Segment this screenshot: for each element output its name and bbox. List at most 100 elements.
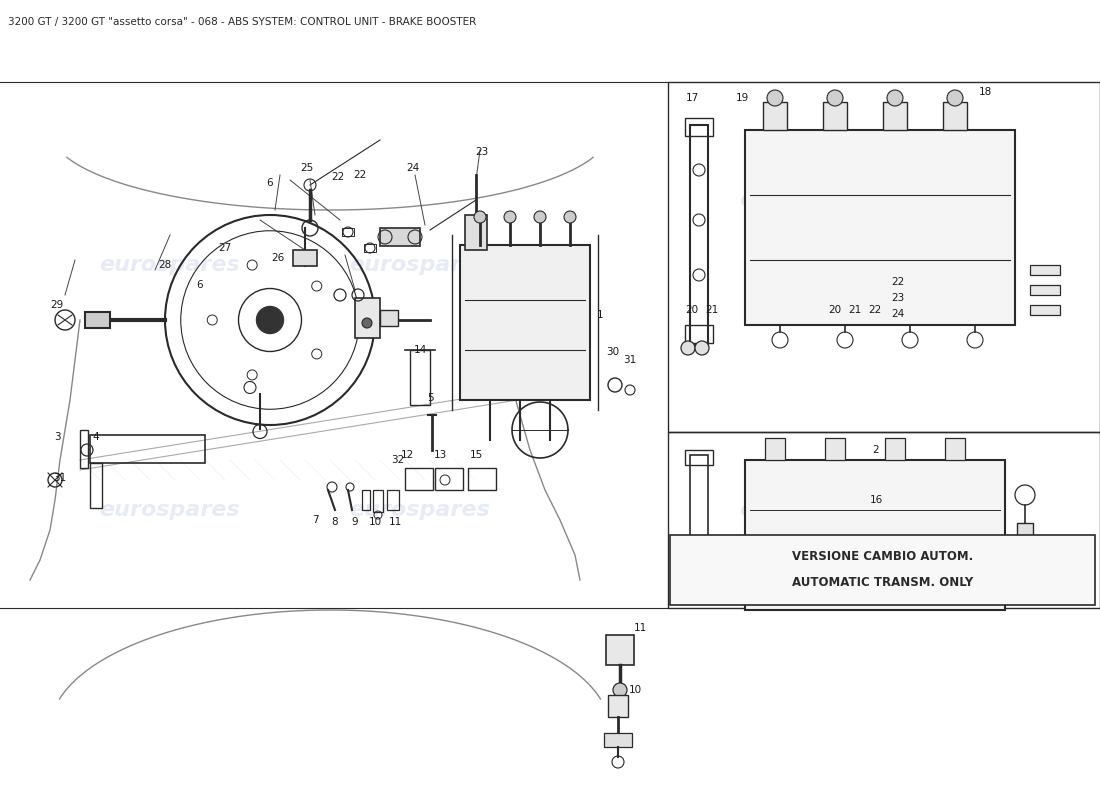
Text: 16: 16 — [869, 495, 882, 505]
Bar — [1030, 265, 1060, 275]
Text: 6: 6 — [197, 280, 204, 290]
Circle shape — [695, 341, 710, 355]
Text: 28: 28 — [158, 260, 172, 270]
Bar — [465, 215, 487, 250]
Bar — [373, 490, 383, 512]
Circle shape — [564, 211, 576, 223]
Text: eurospares: eurospares — [350, 255, 491, 275]
Text: 11: 11 — [388, 517, 401, 527]
Text: eurospares: eurospares — [350, 500, 491, 520]
Text: 22: 22 — [891, 277, 904, 287]
Bar — [668, 432, 1100, 608]
Text: 4: 4 — [92, 432, 99, 442]
Text: 2: 2 — [872, 445, 879, 455]
Bar — [745, 130, 1015, 325]
Text: AUTOMATIC TRANSM. ONLY: AUTOMATIC TRANSM. ONLY — [792, 577, 974, 590]
Bar — [886, 438, 905, 460]
Text: 31: 31 — [624, 355, 637, 365]
Text: 10: 10 — [628, 685, 641, 695]
Text: 20: 20 — [828, 305, 842, 315]
Text: 18: 18 — [978, 87, 991, 97]
Bar — [685, 565, 713, 580]
Bar — [945, 438, 965, 460]
Text: 30: 30 — [606, 347, 619, 357]
Text: 24: 24 — [891, 309, 904, 319]
Text: VERSIONE CAMBIO AUTOM.: VERSIONE CAMBIO AUTOM. — [792, 550, 974, 563]
Circle shape — [767, 90, 783, 106]
Text: 29: 29 — [51, 300, 64, 310]
Text: 19: 19 — [736, 93, 749, 103]
Circle shape — [474, 211, 486, 223]
Text: 5: 5 — [427, 393, 433, 403]
Bar — [670, 535, 1094, 605]
Text: 23: 23 — [891, 293, 904, 303]
Text: 24: 24 — [406, 163, 419, 173]
Bar — [434, 468, 463, 490]
Text: eurospares: eurospares — [100, 255, 241, 275]
Text: eurospares: eurospares — [739, 190, 880, 210]
Bar — [379, 310, 398, 326]
Text: 27: 27 — [219, 243, 232, 253]
Text: 6: 6 — [266, 178, 273, 188]
Text: 31: 31 — [54, 473, 67, 483]
Bar — [685, 118, 713, 136]
Text: 32: 32 — [392, 455, 405, 465]
Bar — [668, 82, 1100, 432]
Text: 8: 8 — [332, 517, 339, 527]
Text: 1: 1 — [596, 310, 603, 320]
Bar — [745, 460, 1005, 610]
Bar — [342, 228, 354, 236]
Text: 21: 21 — [705, 305, 718, 315]
Bar — [763, 102, 786, 130]
Text: 22: 22 — [331, 172, 344, 182]
Bar — [606, 635, 634, 665]
Text: 22: 22 — [353, 170, 366, 180]
Bar — [80, 430, 88, 468]
Text: 20: 20 — [685, 305, 698, 315]
Text: 17: 17 — [685, 93, 698, 103]
Text: 3200 GT / 3200 GT "assetto corsa" - 068 - ABS SYSTEM: CONTROL UNIT - BRAKE BOOST: 3200 GT / 3200 GT "assetto corsa" - 068 … — [8, 17, 476, 27]
Bar — [364, 244, 376, 252]
Text: 7: 7 — [311, 515, 318, 525]
Text: 25: 25 — [300, 163, 313, 173]
Text: 22: 22 — [868, 305, 881, 315]
Circle shape — [887, 90, 903, 106]
Bar — [355, 298, 380, 338]
Bar — [690, 455, 708, 580]
Bar — [685, 450, 713, 465]
Text: 13: 13 — [433, 450, 447, 460]
Bar — [1018, 523, 1033, 543]
Bar — [608, 695, 628, 717]
Text: 14: 14 — [414, 345, 427, 355]
Circle shape — [681, 341, 695, 355]
Circle shape — [613, 683, 627, 697]
Bar — [943, 102, 967, 130]
Circle shape — [504, 211, 516, 223]
Bar — [883, 102, 908, 130]
Circle shape — [256, 306, 284, 334]
Text: 11: 11 — [634, 623, 647, 633]
Text: 23: 23 — [475, 147, 488, 157]
Text: 9: 9 — [352, 517, 359, 527]
Text: 21: 21 — [848, 305, 861, 315]
Bar — [90, 435, 205, 463]
Bar — [1030, 305, 1060, 315]
Bar — [685, 325, 713, 343]
Bar — [1030, 285, 1060, 295]
Circle shape — [362, 318, 372, 328]
Bar — [293, 250, 317, 266]
Bar — [468, 468, 496, 490]
Bar — [825, 438, 845, 460]
Circle shape — [534, 211, 546, 223]
Bar — [460, 245, 590, 400]
Bar — [85, 312, 110, 328]
Bar — [823, 102, 847, 130]
Bar — [90, 463, 102, 508]
Bar — [764, 438, 785, 460]
Bar — [362, 490, 370, 510]
Bar — [405, 468, 433, 490]
Text: eurospares: eurospares — [739, 500, 880, 520]
Text: eurospares: eurospares — [100, 500, 241, 520]
Text: 10: 10 — [368, 517, 382, 527]
Circle shape — [947, 90, 962, 106]
